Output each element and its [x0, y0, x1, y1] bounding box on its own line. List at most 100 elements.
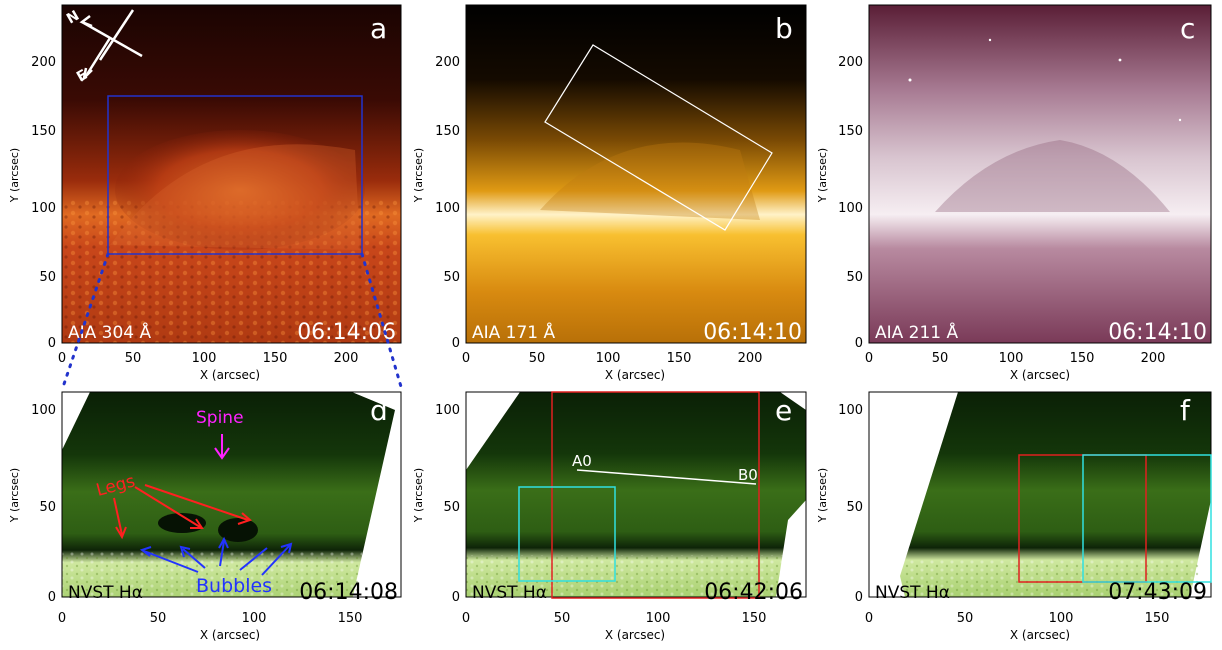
panel-b-xtick: 0: [462, 351, 470, 366]
panel-f-image: [869, 392, 1211, 597]
panel-b-xtick: 50: [529, 351, 546, 366]
panel-c-xtick: 150: [1070, 351, 1095, 366]
panel-b-time: 06:14:10: [703, 320, 802, 345]
region-box-red: [551, 391, 760, 599]
panel-c-xtick: 100: [999, 351, 1024, 366]
panel-e-ytick: 100: [435, 403, 460, 418]
panel-d-image: [62, 392, 401, 597]
panel-a: N E a AIA 304 Å 06:14:06 0 50 100 150 20…: [8, 4, 402, 382]
panel-a-ytick: 100: [31, 201, 56, 216]
panel-f-ylabel: Y (arcsec): [816, 468, 829, 523]
panel-e-xlabel: X (arcsec): [605, 628, 665, 642]
panel-f-xtick: 50: [957, 611, 974, 626]
panel-c-ytick: 200: [838, 55, 863, 70]
zoom-connector-left: [60, 252, 110, 392]
panel-e-ytick: 50: [443, 500, 460, 515]
panel-b-xtick: 200: [738, 351, 763, 366]
panel-d-xtick: 0: [58, 611, 66, 626]
slit-start-label: A0: [572, 452, 592, 470]
panel-d-letter: d: [370, 394, 388, 427]
panel-e-ytick: 0: [452, 590, 460, 605]
zoom-connector-right: [360, 252, 404, 392]
panel-e-xtick: 150: [742, 611, 767, 626]
panel-e-image: [466, 392, 806, 597]
panel-a-time: 06:14:06: [297, 320, 396, 345]
panel-f-xtick: 150: [1145, 611, 1170, 626]
panel-d-xlabel: X (arcsec): [200, 628, 260, 642]
panel-f-letter: f: [1180, 394, 1191, 427]
panel-c-ytick: 150: [838, 124, 863, 139]
panel-a-letter: a: [370, 12, 387, 45]
panel-a-xtick: 200: [334, 351, 359, 366]
panel-c-image: [869, 5, 1211, 343]
panel-d-ytick: 50: [39, 500, 56, 515]
panel-b-ytick: 150: [435, 124, 460, 139]
panel-d-xtick: 150: [338, 611, 363, 626]
panel-c-xlabel: X (arcsec): [1010, 368, 1070, 382]
panel-b-ylabel: Y (arcsec): [412, 148, 425, 203]
region-box-cyan: [518, 486, 616, 582]
panel-b-image: [466, 5, 806, 343]
panel-b-xtick: 150: [667, 351, 692, 366]
panel-a-xlabel: X (arcsec): [200, 368, 260, 382]
panel-a-ytick: 150: [31, 124, 56, 139]
panel-a-xtick: 100: [192, 351, 217, 366]
compass-rose-icon: [79, 9, 143, 82]
panel-e-time: 06:42:06: [704, 580, 803, 605]
panel-e-xtick: 50: [554, 611, 571, 626]
panel-d-ylabel: Y (arcsec): [8, 468, 21, 523]
panel-c-ylabel: Y (arcsec): [816, 148, 829, 203]
panel-c-xtick: 200: [1141, 351, 1166, 366]
region-box-white: [544, 44, 773, 231]
panel-f: f NVST Hα 07:43:09 0 50 100 0 50 100 150…: [816, 391, 1212, 642]
bubbles-label: Bubbles: [196, 575, 272, 597]
panel-a-ylabel: Y (arcsec): [8, 148, 21, 203]
panel-a-image: [62, 5, 401, 343]
panel-f-time: 07:43:09: [1108, 580, 1207, 605]
panel-d-ytick: 0: [48, 590, 56, 605]
panel-a-xtick: 50: [125, 351, 142, 366]
panel-b-ytick: 200: [435, 55, 460, 70]
panel-a-xtick: 0: [58, 351, 66, 366]
panel-e-ylabel: Y (arcsec): [412, 468, 425, 523]
panel-d-xtick: 100: [242, 611, 267, 626]
slit-end-label: B0: [738, 466, 758, 484]
panel-f-xtick: 100: [1049, 611, 1074, 626]
panel-b-xtick: 100: [596, 351, 621, 366]
bubbles-arrows-icon: [139, 536, 293, 576]
panel-f-xlabel: X (arcsec): [1010, 628, 1070, 642]
panel-c-ytick: 100: [838, 201, 863, 216]
panel-c-instrument: AIA 211 Å: [875, 321, 959, 343]
panel-e: A0 B0 e NVST Hα 06:42:06 0 50 100 0 50 1…: [412, 391, 807, 642]
panel-d-xtick: 50: [150, 611, 167, 626]
zoom-box-blue: [107, 95, 363, 255]
panel-b-ytick: 0: [452, 336, 460, 351]
panel-b: b AIA 171 Å 06:14:10 0 50 100 150 200 0 …: [412, 4, 807, 382]
spine-label: Spine: [196, 408, 244, 428]
panel-f-ytick: 0: [855, 590, 863, 605]
panel-c-letter: c: [1180, 12, 1195, 45]
panel-d-instrument: NVST Hα: [68, 583, 143, 603]
panel-b-xlabel: X (arcsec): [605, 368, 665, 382]
panel-c-xtick: 50: [932, 351, 949, 366]
panel-c-ytick: 50: [846, 270, 863, 285]
panel-a-ytick: 200: [31, 55, 56, 70]
panel-d-ytick: 100: [31, 403, 56, 418]
panel-b-letter: b: [775, 12, 793, 45]
panel-c-ytick: 0: [855, 336, 863, 351]
panel-b-instrument: AIA 171 Å: [472, 321, 556, 343]
panel-f-xtick: 0: [865, 611, 873, 626]
panel-e-xtick: 100: [646, 611, 671, 626]
panel-b-ytick: 50: [443, 270, 460, 285]
legs-arrows-icon: [113, 484, 252, 540]
panel-b-ytick: 100: [435, 201, 460, 216]
panel-a-instrument: AIA 304 Å: [68, 321, 152, 343]
panel-a-ytick: 0: [48, 336, 56, 351]
panel-f-instrument: NVST Hα: [875, 583, 950, 603]
panel-c-time: 06:14:10: [1108, 320, 1207, 345]
panel-f-ytick: 100: [838, 403, 863, 418]
panel-f-ytick: 50: [846, 500, 863, 515]
panel-e-instrument: NVST Hα: [472, 583, 547, 603]
panel-d: d Spine Legs Bubbles NVST Hα 06:14:08 0 …: [8, 391, 402, 642]
